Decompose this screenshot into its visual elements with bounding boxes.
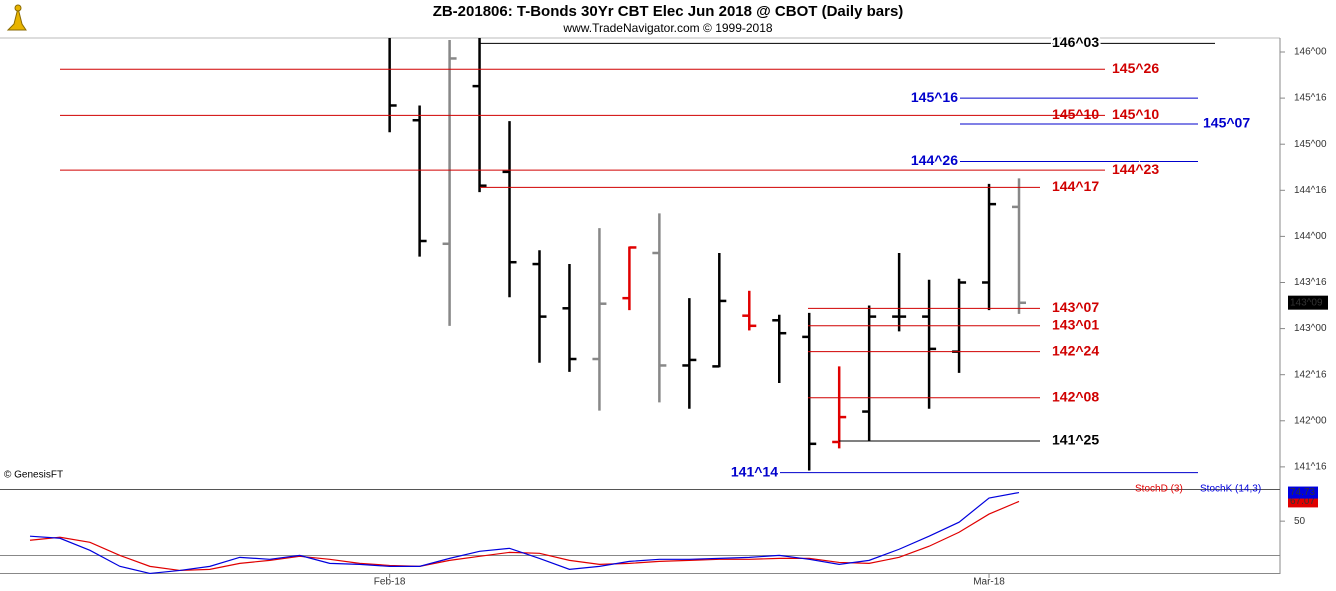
last-price-label: 143^09 <box>1290 297 1323 308</box>
x-tick-label: Feb-18 <box>374 577 406 588</box>
y-tick-label: 145^16 <box>1294 93 1327 104</box>
level-label: 142^08 <box>1052 388 1099 404</box>
level-label: 144^23 <box>1112 161 1159 177</box>
chart-title: ZB-201806: T-Bonds 30Yr CBT Elec Jun 201… <box>433 3 904 20</box>
x-tick-label: Mar-18 <box>973 577 1005 588</box>
stoch-line <box>29 491 1020 574</box>
y-tick-label: 146^00 <box>1294 47 1327 58</box>
last-price-box <box>1288 295 1328 310</box>
chart-subtitle: www.TradeNavigator.com © 1999-2018 <box>562 21 772 35</box>
y-tick-label: 143^16 <box>1294 277 1327 288</box>
value-label: 74.73 <box>1290 487 1315 498</box>
y-tick-label: 144^00 <box>1294 231 1327 242</box>
logo <box>6 4 27 31</box>
value-label: 67.07 <box>1290 496 1315 507</box>
legend-entry: StochD (3) <box>1135 484 1183 495</box>
level-label: 145^10 <box>1112 106 1159 122</box>
y-tick-label: 145^00 <box>1294 139 1327 150</box>
stoch-plot <box>29 491 1020 574</box>
price-plot <box>388 38 1027 471</box>
value-box <box>1288 486 1318 499</box>
y-tick-label: 142^00 <box>1294 415 1327 426</box>
level-label: 144^26 <box>911 152 958 168</box>
level-label: 141^14 <box>731 463 778 479</box>
y-tick-label: 141^16 <box>1294 462 1327 473</box>
y-tick-label: 144^16 <box>1294 185 1327 196</box>
y-tick-label: 143^00 <box>1294 323 1327 334</box>
level-label: 142^24 <box>1052 342 1099 358</box>
annotation: © GenesisFT <box>4 470 63 481</box>
legend-entry: StochK (14,3) <box>1200 484 1261 495</box>
y-tick-label: 50 <box>1294 516 1306 527</box>
level-label: 141^25 <box>1052 432 1099 448</box>
level-label: 146^03 <box>1052 34 1099 50</box>
level-label: 145^07 <box>1203 115 1250 131</box>
level-label: 143^07 <box>1052 299 1099 315</box>
level-label: 144^17 <box>1052 178 1099 194</box>
level-label: 145^10 <box>1052 106 1099 122</box>
level-label: 145^16 <box>911 89 958 105</box>
y-tick-label: 142^16 <box>1294 369 1327 380</box>
level-label: 145^26 <box>1112 60 1159 76</box>
level-label: 143^01 <box>1052 316 1099 332</box>
